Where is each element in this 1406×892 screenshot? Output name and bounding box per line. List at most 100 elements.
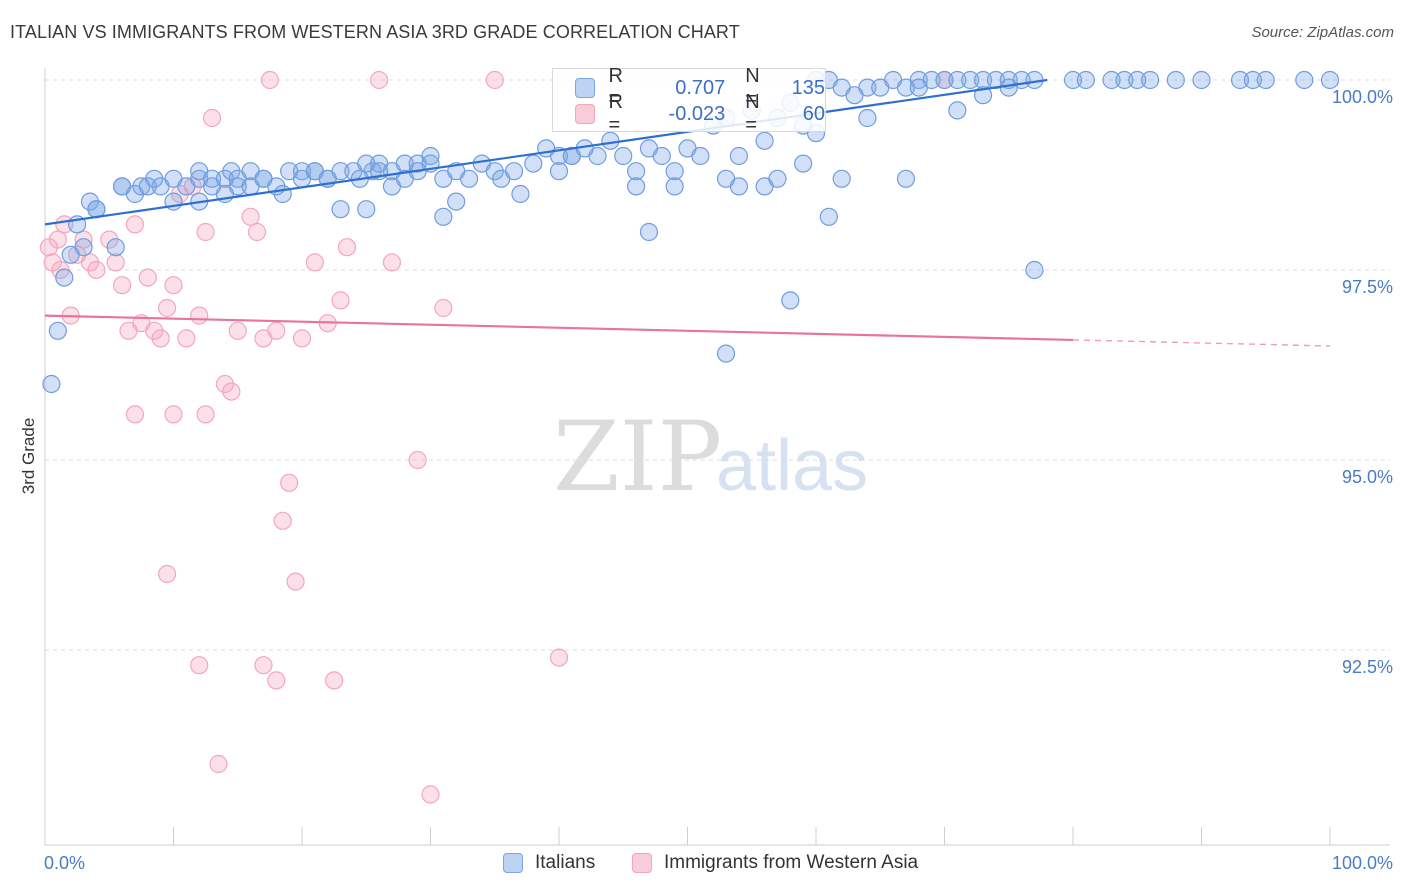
immigrants-legend-swatch <box>632 853 652 873</box>
watermark-atlas: atlas <box>716 426 868 506</box>
immigrants-point <box>157 564 177 584</box>
italians-point <box>716 344 736 363</box>
legend-label-italians: Italians <box>535 852 596 873</box>
y-axis-label: 3rd Grade <box>19 418 38 495</box>
immigrants-point <box>260 70 279 90</box>
immigrants-point <box>100 230 119 249</box>
italians-point <box>665 177 684 196</box>
source-credit: Source: ZipAtlas.com <box>1251 24 1394 41</box>
italians-swatch <box>575 78 595 98</box>
italians-point <box>1140 70 1160 90</box>
watermark-zip: ZIP <box>553 401 722 513</box>
r-value: -0.023 <box>668 102 726 125</box>
immigrants-point <box>267 671 286 690</box>
immigrants-trend-extension <box>1072 339 1331 347</box>
immigrants-point <box>382 253 402 272</box>
immigrants-point <box>157 298 177 318</box>
grid-lines <box>45 79 1390 651</box>
italians-point <box>112 177 132 196</box>
italians-legend-swatch <box>503 853 523 873</box>
italians-point <box>896 169 916 188</box>
italians-point <box>948 101 967 120</box>
n-value: 135 <box>791 76 825 99</box>
immigrants-point <box>325 671 344 690</box>
immigrants-point <box>190 656 209 675</box>
italians-point <box>909 78 928 97</box>
stats-row-italians: R = 0.707 N = 135 <box>575 65 825 110</box>
axes <box>44 68 1390 846</box>
italians-point <box>331 200 350 219</box>
italians-point <box>755 131 774 150</box>
italians-point <box>832 169 851 188</box>
immigrants-point <box>125 215 145 234</box>
immigrants-point <box>164 405 183 424</box>
immigrants-point <box>112 276 132 295</box>
italians-point <box>273 184 292 204</box>
italians-point <box>781 291 800 310</box>
italians-point <box>626 162 646 181</box>
immigrants-point <box>196 405 215 424</box>
immigrants-point <box>87 260 106 280</box>
italians-point <box>434 207 453 226</box>
italians-point <box>1243 70 1263 90</box>
immigrants-swatch <box>575 104 595 124</box>
y-tick-label: 100.0% <box>1332 87 1393 107</box>
n-value: 60 <box>802 102 825 125</box>
italians-point <box>524 154 543 173</box>
italians-point <box>48 321 67 340</box>
immigrants-point <box>202 108 222 128</box>
italians-point <box>1025 260 1044 280</box>
italians-point <box>459 169 479 188</box>
italians-point <box>935 70 954 90</box>
immigrants-point <box>228 321 247 340</box>
legend-item-italians: Italians <box>503 852 595 874</box>
immigrants-point <box>164 276 183 295</box>
italians-point <box>729 146 749 166</box>
italians-trend-line <box>44 78 1048 226</box>
immigrants-point <box>254 656 273 675</box>
italians-point <box>145 169 164 188</box>
italians-point <box>42 374 61 394</box>
immigrants-point <box>485 70 504 90</box>
tick-labels: 92.5% 95.0% 97.5% 100.0% 0.0% 100.0% <box>44 87 1393 873</box>
italians-point <box>447 192 466 211</box>
x-tick-label: 100.0% <box>1332 853 1393 873</box>
italians-point <box>55 268 74 287</box>
immigrants-trend-line <box>44 314 1074 342</box>
italians-point <box>292 162 312 181</box>
immigrants-point <box>434 298 453 318</box>
immigrants-point <box>177 329 196 348</box>
immigrants-point <box>370 70 389 90</box>
italians-point <box>504 162 524 181</box>
x-tick-label: 0.0% <box>44 853 85 873</box>
immigrants-point <box>74 230 93 249</box>
italians-point <box>222 162 241 181</box>
immigrants-point <box>286 572 305 591</box>
italians-point <box>421 146 440 166</box>
r-label: R = <box>608 91 623 136</box>
italians-point <box>485 162 504 181</box>
italians-point <box>106 238 125 257</box>
italians-point <box>665 162 684 181</box>
italians-point <box>511 184 530 204</box>
immigrants-point <box>183 177 202 196</box>
italians-point <box>652 146 671 166</box>
italians-point <box>1063 70 1083 90</box>
italians-point <box>363 162 382 181</box>
immigrants-point <box>80 253 100 272</box>
italians-point <box>1166 70 1185 90</box>
immigrants-point <box>241 207 260 226</box>
italians-point <box>961 70 980 90</box>
italians-point <box>639 222 659 242</box>
italians-point <box>614 146 633 166</box>
y-tick-label: 97.5% <box>1342 277 1393 297</box>
italians-point <box>1256 70 1275 90</box>
italians-point <box>74 238 93 257</box>
italians-point <box>1102 70 1121 90</box>
immigrants-point <box>247 222 267 242</box>
italians-point <box>909 70 928 90</box>
italians-point <box>858 78 877 97</box>
immigrants-point <box>48 230 67 249</box>
immigrants-point <box>106 253 125 272</box>
